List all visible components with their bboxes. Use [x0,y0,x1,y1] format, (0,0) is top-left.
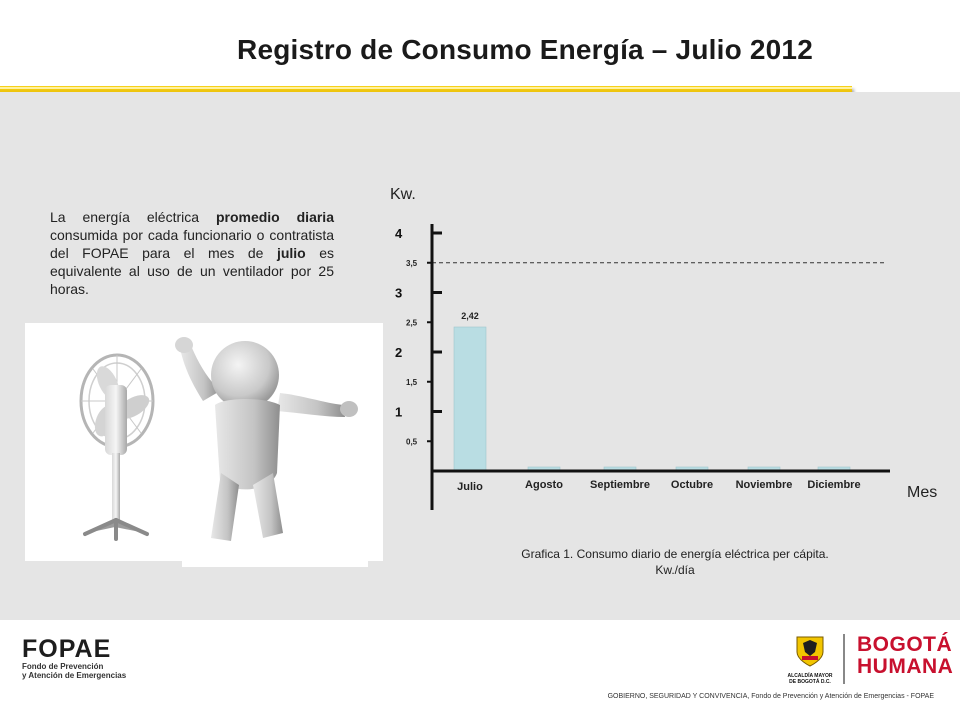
fopae-subtitle-2: y Atención de Emergencias [22,671,127,680]
bogota-humana-logo: BOGOTÁ HUMANA [857,633,954,686]
category-label-noviembre: Noviembre [736,479,793,491]
description-bold2: julio [276,245,306,261]
data-label-julio: 2,42 [461,311,479,321]
category-label-diciembre: Diciembre [807,479,860,491]
logo-divider [843,634,845,684]
consumption-bar-chart: 2,42 Julio Agosto Septiembre Octubre Noviembr… [395,224,890,510]
fopae-logo: FOPAE Fondo de Prevención y Atención de … [22,636,132,686]
illustration-base [182,561,368,567]
x-axis-title: Mes [907,484,938,501]
description-part3: es equivalente al uso de un ventilador p… [50,245,334,297]
title-underline-highlight [0,87,852,89]
description-part1: La energía eléctrica [50,209,216,225]
caption-line-1: Grafica 1. Consumo diario de energía elé… [521,547,829,561]
category-label-septiembre: Septiembre [590,479,650,491]
footer-credits: GOBIERNO, SEGURIDAD Y CONVIVENCIA, Fondo… [607,693,934,700]
title-underline [0,86,852,96]
page-title: Registro de Consumo Energía – Julio 2012 [237,34,813,65]
chart-caption: Grafica 1. Consumo diario de energía elé… [480,546,870,578]
minor-tick-label-3.5: 3,5 [406,259,418,268]
major-tick-label-3: 3 [395,286,402,301]
description-part2: consumida por cada funcionario o contrat… [50,227,334,261]
minor-tick-label-0.5: 0,5 [406,437,418,446]
alcaldia-line-1: ALCALDÍA MAYOR [787,673,833,679]
alcaldia-line-2: DE BOGOTÁ D.C. [789,679,831,685]
bar-julio [453,326,487,472]
category-label-octubre: Octubre [671,479,713,491]
major-tick-label-4: 4 [395,226,403,241]
major-tick-label-2: 2 [395,345,402,360]
minor-tick-label-1.5: 1,5 [406,378,418,387]
fopae-wordmark: FOPAE [22,635,112,663]
description-bold1: promedio diaria [215,209,334,225]
standing-fan-icon [79,353,155,541]
category-label-agosto: Agosto [525,479,563,491]
coat-of-arms-icon [796,636,824,667]
category-label-julio: Julio [457,481,483,493]
cheering-3d-person-icon [175,337,358,541]
bogota-wordmark: BOGOTÁ [857,633,953,656]
fopae-subtitle-1: Fondo de Prevención [22,662,104,671]
minor-tick-label-2.5: 2,5 [406,318,418,327]
humana-wordmark: HUMANA [857,655,954,678]
y-axis-title: Kw. [390,186,416,203]
description-text: La energía eléctrica promedio diaria con… [50,208,334,298]
illustration-svg [79,337,358,541]
major-tick-label-1: 1 [395,405,402,420]
fan-person-illustration [25,323,383,561]
alcaldia-logo: ALCALDÍA MAYOR DE BOGOTÁ D.C. [785,634,835,686]
caption-line-2: Kw./día [655,563,695,577]
